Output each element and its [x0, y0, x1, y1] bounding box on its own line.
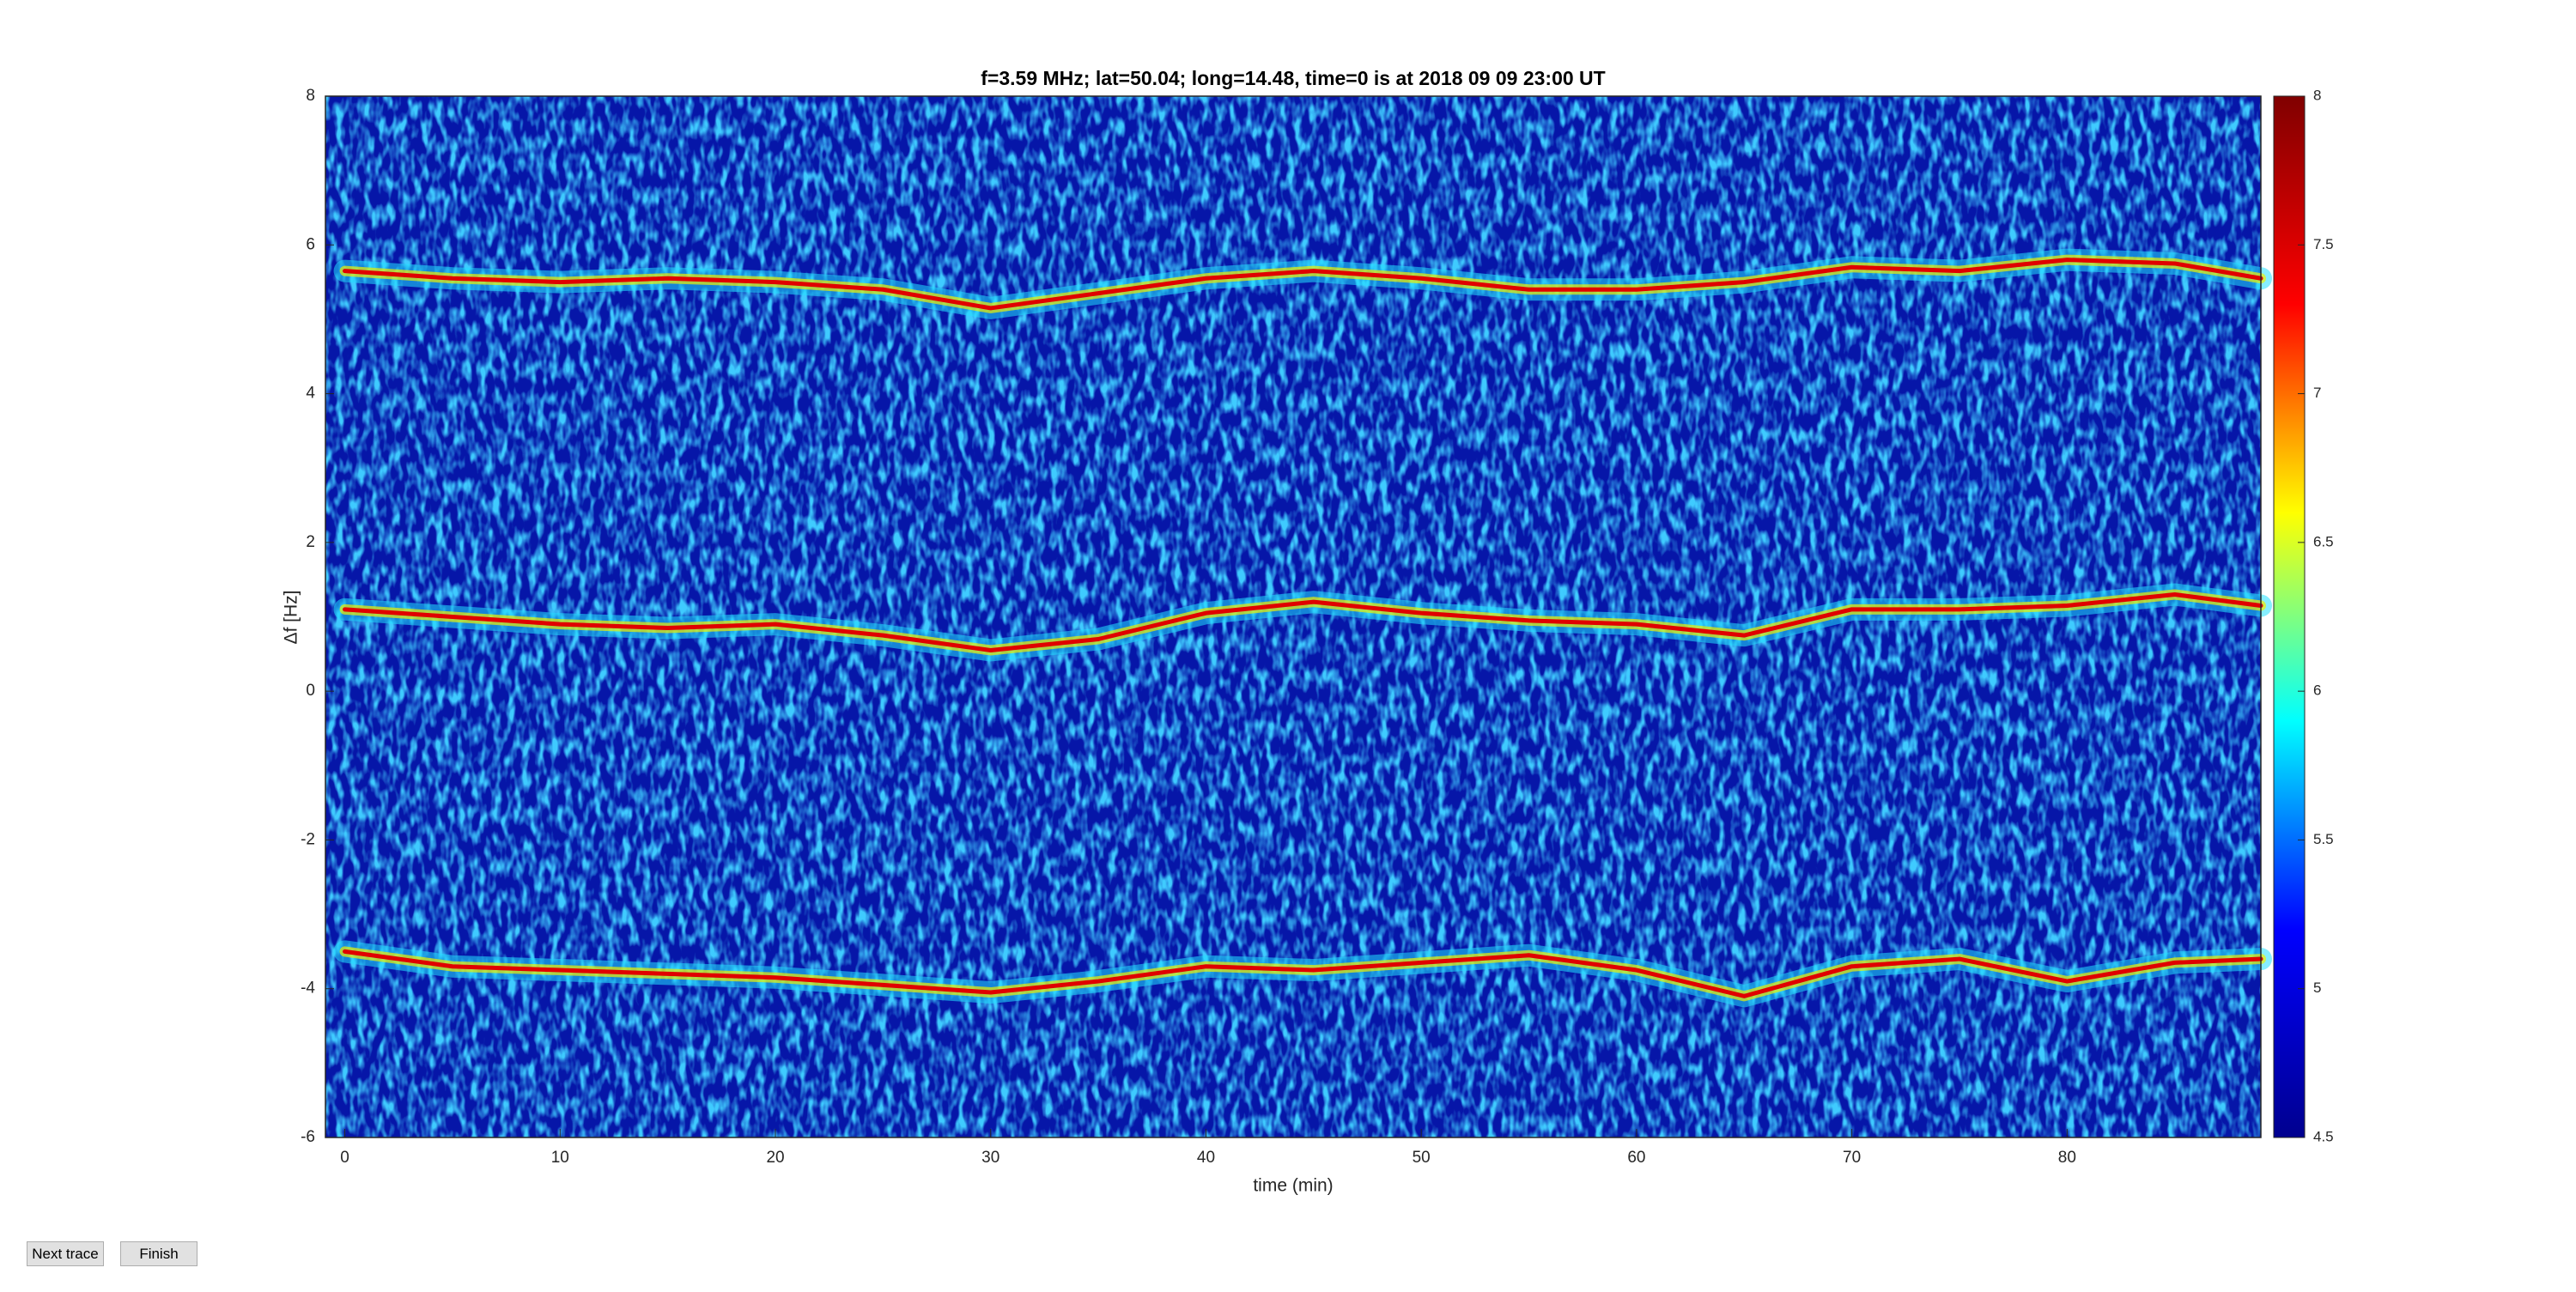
y-axis-label: Δf [Hz]: [282, 590, 301, 644]
trace: [343, 258, 2263, 311]
x-tick-label: 60: [1627, 1149, 1645, 1167]
colorbar-tick-label: 6: [2313, 682, 2321, 699]
finish-button[interactable]: Finish: [120, 1241, 197, 1266]
y-tick-label: -2: [301, 830, 315, 848]
x-tick-label: 80: [2058, 1149, 2076, 1167]
x-tick-label: 70: [1843, 1149, 1861, 1167]
colorbar-tick-label: 6.5: [2313, 533, 2334, 549]
colorbar-tick-label: 5.5: [2313, 831, 2334, 847]
colorbar-tick-label: 4.5: [2313, 1128, 2334, 1144]
trace: [343, 592, 2263, 652]
next-trace-button[interactable]: Next trace: [27, 1241, 104, 1266]
chart-title: f=3.59 MHz; lat=50.04; long=14.48, time=…: [981, 67, 1605, 89]
x-tick-label: 0: [340, 1149, 349, 1167]
colorbar-tick-label: 7.5: [2313, 236, 2334, 252]
x-tick-label: 30: [981, 1149, 999, 1167]
colorbar-tick-label: 7: [2313, 385, 2321, 401]
y-tick-label: 0: [306, 682, 315, 700]
y-tick-label: -6: [301, 1128, 315, 1146]
y-tick-label: 6: [306, 235, 315, 253]
y-tick-label: 4: [306, 385, 315, 403]
y-tick-label: 8: [306, 87, 315, 105]
x-tick-label: 10: [551, 1149, 569, 1167]
colorbar-tick-label: 8: [2313, 87, 2321, 103]
colorbar: [2273, 95, 2306, 1138]
trace: [343, 949, 2263, 998]
y-tick-label: 2: [306, 533, 315, 551]
colorbar-tick-label: 5: [2313, 980, 2321, 996]
x-tick-label: 40: [1197, 1149, 1215, 1167]
y-tick-label: -4: [301, 980, 315, 998]
x-axis-label: time (min): [1253, 1176, 1333, 1196]
x-tick-label: 50: [1413, 1149, 1431, 1167]
axes-box: [325, 95, 2262, 1138]
x-tick-label: 20: [766, 1149, 784, 1167]
